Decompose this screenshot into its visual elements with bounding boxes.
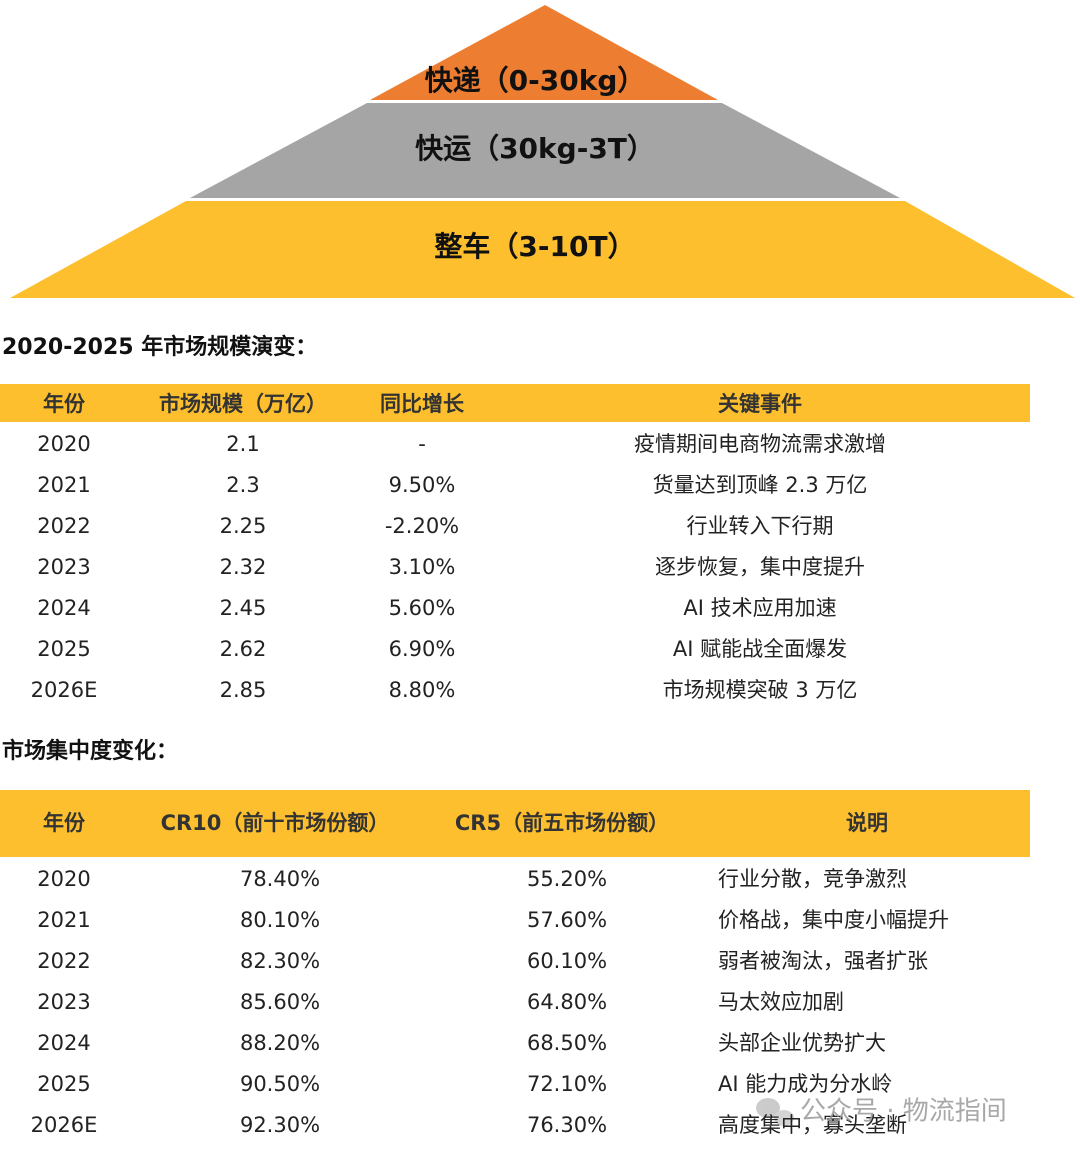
table-cell: 2026E <box>31 1113 98 1137</box>
table-cell: 2021 <box>37 908 90 932</box>
table-cell: - <box>418 432 426 456</box>
pyramid-top <box>370 5 718 100</box>
table-cell: 60.10% <box>527 949 607 973</box>
pyramid-label: 快递（0-30kg） <box>425 64 646 97</box>
table-cell: 90.50% <box>240 1072 320 1096</box>
pyramid-label: 快运（30kg-3T） <box>415 132 655 165</box>
table-header-cell: 年份 <box>43 392 86 416</box>
table-cell: 9.50% <box>389 473 456 497</box>
table-header-cell: 同比增长 <box>380 392 465 416</box>
table-cell: 逐步恢复，集中度提升 <box>655 555 865 579</box>
table-header-band <box>0 384 1030 422</box>
table-cell: 2022 <box>37 949 90 973</box>
table-cell: 市场规模突破 3 万亿 <box>663 678 858 702</box>
table-cell: 2.3 <box>226 473 259 497</box>
pyramid-bottom <box>10 201 1075 298</box>
watermark-icon <box>756 1098 794 1126</box>
table-cell: 2024 <box>37 596 90 620</box>
table-cell: 92.30% <box>240 1113 320 1137</box>
table-cell: 2026E <box>31 678 98 702</box>
table-cell: 68.50% <box>527 1031 607 1055</box>
table-cell: 2.32 <box>220 555 267 579</box>
table-cell: 2020 <box>37 432 90 456</box>
table-cell: 2020 <box>37 867 90 891</box>
table-cell: 82.30% <box>240 949 320 973</box>
table-cell: 2022 <box>37 514 90 538</box>
table-cell: 2.85 <box>220 678 267 702</box>
section-heading: 2020-2025 年市场规模演变： <box>2 334 317 360</box>
table-cell: 80.10% <box>240 908 320 932</box>
table-cell: 高度集中，寡头垄断 <box>718 1113 907 1137</box>
table-cell: 5.60% <box>389 596 456 620</box>
table-cell: 2.25 <box>220 514 267 538</box>
pyramid-middle <box>190 103 900 198</box>
table-cell: 72.10% <box>527 1072 607 1096</box>
table-cell: 疫情期间电商物流需求激增 <box>634 432 886 456</box>
table-cell: 价格战，集中度小幅提升 <box>718 908 949 932</box>
table-cell: 行业分散，竞争激烈 <box>718 867 907 891</box>
table-header-cell: 市场规模（万亿） <box>159 392 327 416</box>
table-header-cell: 关键事件 <box>718 392 802 416</box>
table-cell: 2.62 <box>220 637 267 661</box>
table-cell: AI 技术应用加速 <box>683 596 836 620</box>
table-cell: 2023 <box>37 555 90 579</box>
table-cell: AI 能力成为分水岭 <box>718 1072 892 1096</box>
table-cell: 货量达到顶峰 2.3 万亿 <box>653 473 868 497</box>
table-cell: 2.45 <box>220 596 267 620</box>
section-heading: 市场集中度变化： <box>2 738 178 764</box>
table-cell: 弱者被淘汰，强者扩张 <box>718 949 928 973</box>
table-cell: 2021 <box>37 473 90 497</box>
table-cell: -2.20% <box>385 514 459 538</box>
table-cell: AI 赋能战全面爆发 <box>673 637 847 661</box>
table-cell: 2025 <box>37 1072 90 1096</box>
table-cell: 头部企业优势扩大 <box>718 1031 886 1055</box>
table-cell: 76.30% <box>527 1113 607 1137</box>
table-cell: 55.20% <box>527 867 607 891</box>
table-cell: 78.40% <box>240 867 320 891</box>
table-cell: 2.1 <box>226 432 259 456</box>
table-cell: 3.10% <box>389 555 456 579</box>
table-cell: 2025 <box>37 637 90 661</box>
table-cell: 行业转入下行期 <box>687 514 834 538</box>
table-cell: 2023 <box>37 990 90 1014</box>
table-cell: 2024 <box>37 1031 90 1055</box>
table-cell: 8.80% <box>389 678 456 702</box>
table-cell: 85.60% <box>240 990 320 1014</box>
table-cell: 57.60% <box>527 908 607 932</box>
table-cell: 88.20% <box>240 1031 320 1055</box>
watermark: 公众号 · 物流指间 <box>800 1097 1007 1127</box>
table-cell: 64.80% <box>527 990 607 1014</box>
table-cell: 马太效应加剧 <box>718 990 844 1014</box>
table-cell: 6.90% <box>389 637 456 661</box>
table-header-cell: 年份 <box>43 811 86 835</box>
pyramid-label: 整车（3-10T） <box>434 230 635 263</box>
table-header-cell: 说明 <box>846 811 888 835</box>
table-header-cell: CR5（前五市场份额） <box>455 811 669 835</box>
table-header-cell: CR10（前十市场份额） <box>161 811 390 835</box>
table-header-band <box>0 790 1030 857</box>
